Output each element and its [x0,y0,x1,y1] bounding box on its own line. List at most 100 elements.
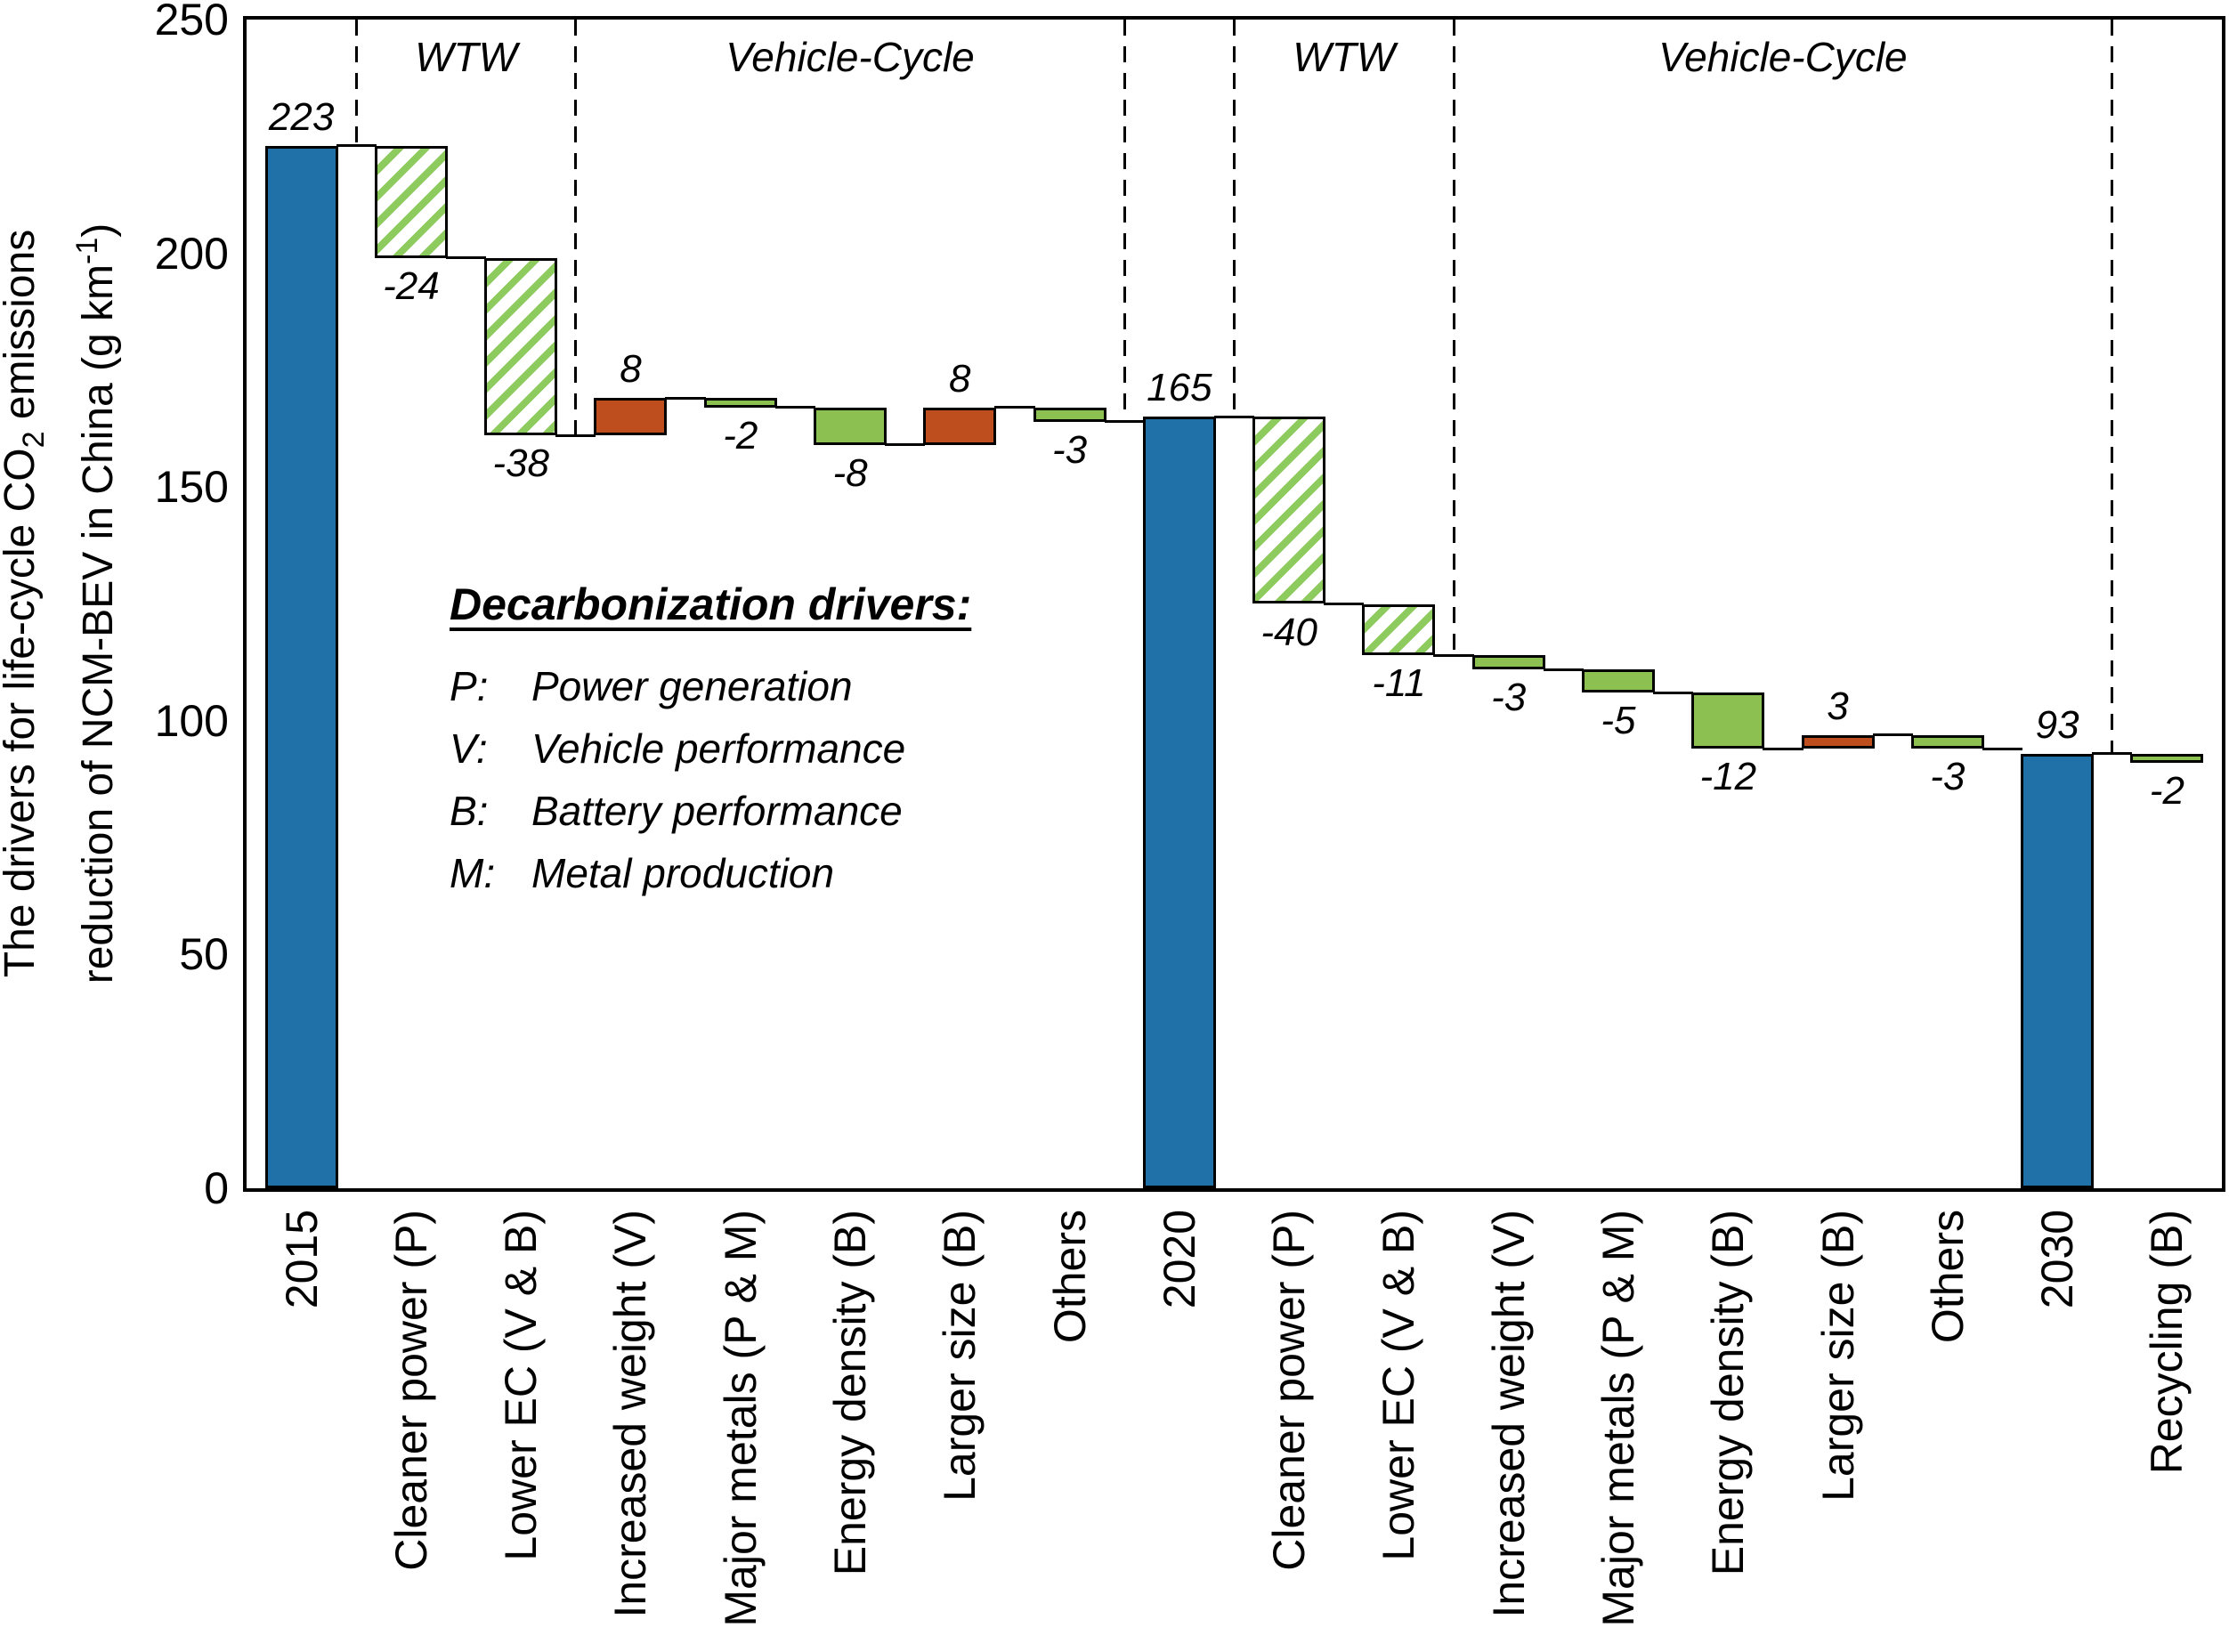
section-separator [1123,20,1126,422]
legend-item-label: Battery performance [531,788,903,834]
connector-line [1872,733,1913,737]
bar-value-label: -2 [2149,769,2184,814]
connector-line [445,256,487,260]
y-tick-label: 200 [154,228,229,279]
connector-line [1324,603,1365,605]
section-separator [2111,20,2114,754]
y-tick-label: 150 [154,462,229,513]
bar-major-metals-p-m- [703,398,777,408]
x-tick-label: 2015 [276,1210,327,1309]
legend-item-label: Vehicle performance [531,725,906,772]
y-tick-label: 50 [179,929,229,980]
connector-line [1104,420,1145,424]
bar-value-label: -24 [383,263,440,308]
legend-item-b: B: Battery performance [450,780,971,842]
x-tick-label: Larger size (B) [935,1210,985,1502]
connector-line [1763,747,1803,750]
bar-energy-density-b- [814,407,888,445]
legend-item-v: V: Vehicle performance [450,717,971,780]
section-separator [354,20,358,146]
legend-item-label: Metal production [531,850,835,896]
bar-cleaner-power-p- [1252,417,1326,604]
bar-larger-size-b- [923,407,997,445]
bar-others [1033,407,1106,422]
bar-value-label: 8 [949,356,971,401]
connector-line [665,396,706,400]
bar-lower-ec-v-b- [1362,603,1436,656]
bar-value-label: -12 [1699,755,1757,799]
x-tick-label: Others [1922,1210,1973,1344]
bar-value-label: 8 [620,347,642,392]
connector-line [1982,747,2023,750]
section-header: Vehicle-Cycle [1658,34,1908,80]
legend-item-p: P: Power generation [450,655,971,717]
legend: Decarbonization drivers: P: Power generat… [450,579,971,904]
bar-value-label: -38 [492,441,549,486]
connector-line [1543,668,1584,671]
x-tick-label: Lower EC (V & B) [496,1210,547,1561]
bar-value-label: 3 [1827,684,1849,728]
connector-line [1213,415,1255,418]
bar-major-metals-p-m- [1581,669,1655,693]
y-axis-title-text: The drivers for life-cycle CO2 emissions… [0,223,122,984]
x-tick-label: Others [1044,1210,1095,1344]
connector-line [1652,691,1694,694]
legend-item-key: M: [450,850,496,896]
x-tick-label: Recycling (B) [2142,1210,2193,1475]
x-tick-label: Major metals (P & M) [1593,1210,1643,1627]
x-tick-label: Larger size (B) [1812,1210,1863,1502]
bar-others [1910,734,1984,749]
section-separator [1452,20,1455,656]
connector-line [774,406,816,409]
bar-value-label: -2 [723,413,758,458]
bar-increased-weight-v- [1471,655,1545,670]
x-tick-label: 2020 [1154,1210,1204,1309]
connector-line [336,144,377,148]
legend-item-m: M: Metal production [450,842,971,904]
x-tick-label: Energy density (B) [825,1210,876,1576]
y-tick-label: 100 [154,695,229,746]
section-header: WTW [415,34,518,80]
section-header: WTW [1293,34,1396,80]
legend-item-key: P: [450,663,489,709]
bar-energy-density-b- [1691,692,1765,749]
bar-lower-ec-v-b- [484,257,558,436]
bar-value-label: 165 [1147,366,1212,410]
bar-value-label: -3 [1930,755,1966,799]
bar-2020 [1142,417,1216,1188]
x-tick-label: Major metals (P & M) [715,1210,766,1627]
x-tick-label: Cleaner power (P) [1264,1210,1315,1571]
connector-line [1433,653,1474,657]
section-separator [574,20,578,436]
connector-line [994,406,1035,409]
x-tick-label: Cleaner power (P) [385,1210,436,1571]
legend-heading: Decarbonization drivers: [450,579,972,629]
legend-item-key: V: [450,725,488,772]
y-tick-label: 0 [204,1163,229,1213]
legend-item-label: Power generation [531,663,853,709]
section-header: Vehicle-Cycle [725,34,975,80]
legend-item-key: B: [450,788,489,834]
bar-cleaner-power-p- [374,145,448,258]
bar-increased-weight-v- [594,398,668,436]
bar-value-label: -3 [1052,427,1088,472]
connector-line [555,433,596,437]
bar-value-label: -40 [1260,610,1317,654]
connector-line [885,443,926,447]
legend-items: P: Power generation V: Vehicle performance B… [450,655,971,904]
x-tick-label: Energy density (B) [1703,1210,1754,1576]
bar-value-label: -3 [1491,676,1527,720]
bar-value-label: 223 [268,94,335,139]
bar-2030 [2021,753,2095,1188]
y-tick-label: 250 [154,0,229,45]
bar-value-label: -11 [1372,661,1426,706]
bar-value-label: -8 [832,450,868,495]
bar-recycling-b- [2130,753,2204,764]
bar-value-label: 93 [2035,702,2079,747]
bar-2015 [264,145,338,1188]
x-tick-label: Increased weight (V) [605,1210,656,1618]
x-tick-label: 2030 [2032,1210,2083,1309]
bar-larger-size-b- [1801,734,1875,749]
bar-value-label: -5 [1601,699,1636,743]
